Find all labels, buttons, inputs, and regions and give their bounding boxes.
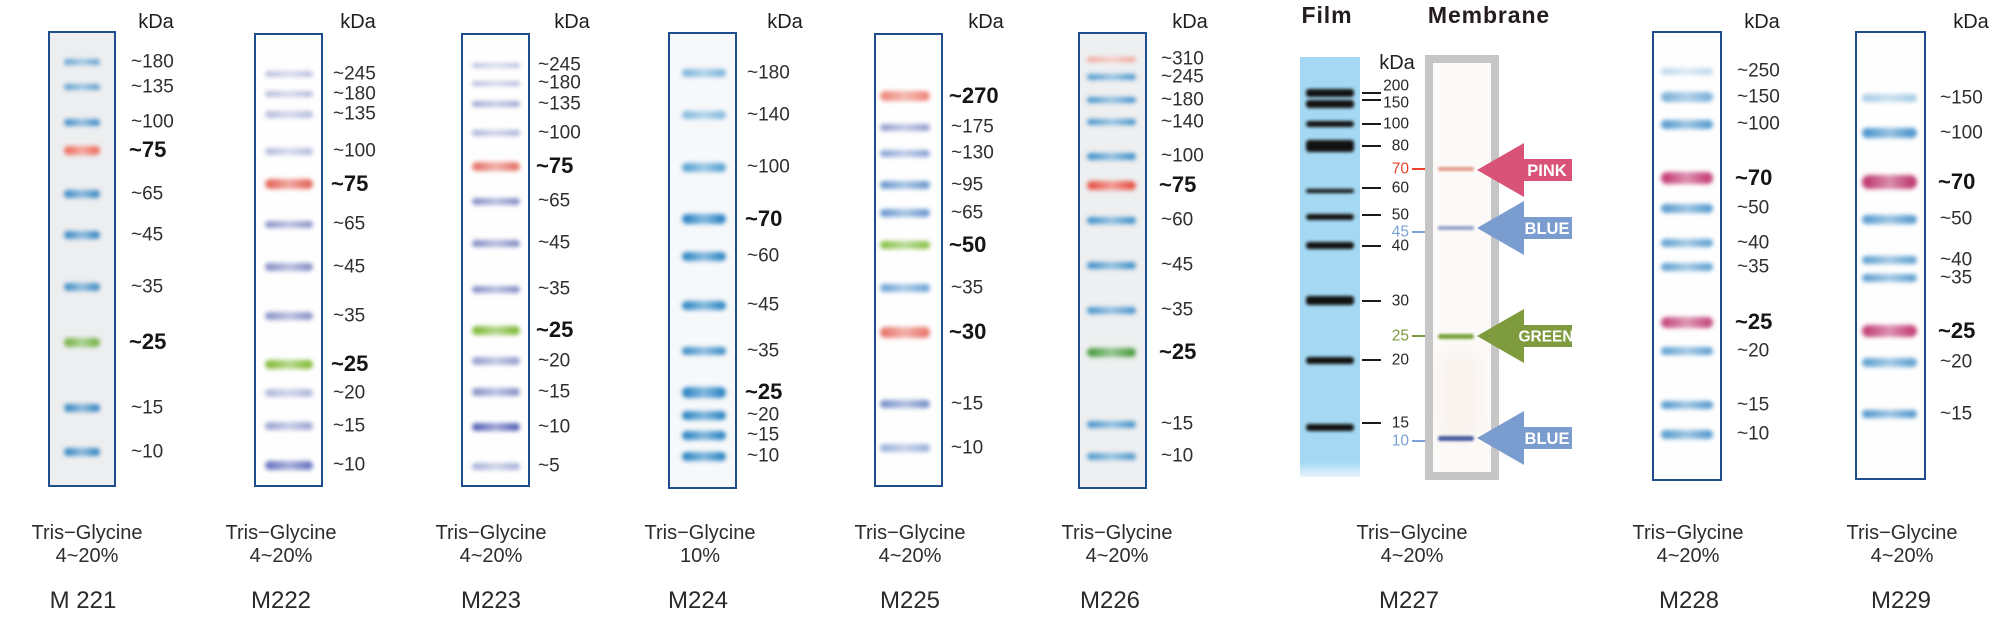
svg-text:BLUE: BLUE [1525,220,1570,238]
svg-text:PINK: PINK [1527,162,1567,180]
svg-text:BLUE: BLUE [1525,430,1570,448]
svg-text:GREEN: GREEN [1518,329,1573,346]
